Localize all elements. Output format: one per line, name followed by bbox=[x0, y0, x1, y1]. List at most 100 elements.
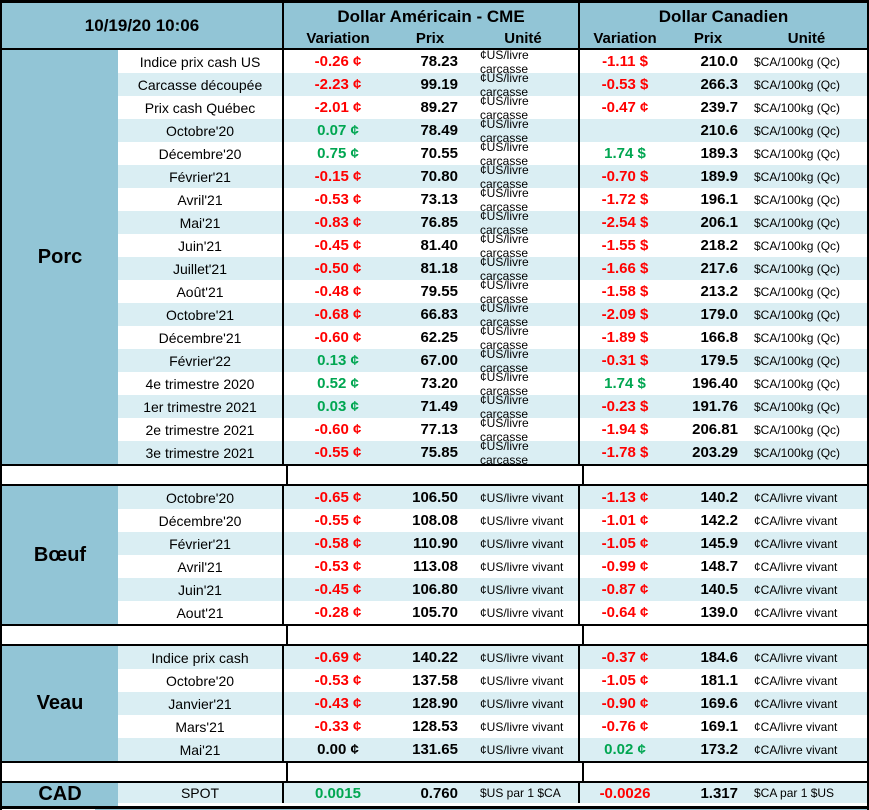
ca-variation-cell: -0.76 ¢ bbox=[578, 715, 670, 738]
us-unit-cell: ¢US/livre carcasse bbox=[480, 438, 529, 467]
section-label-cell: CAD bbox=[2, 783, 118, 806]
us-unit-cell: ¢US/livre carcasse bbox=[480, 116, 529, 145]
us-unit-cell: ¢US/livre carcasse bbox=[480, 70, 529, 99]
row-label-cell: Décembre'20 bbox=[158, 145, 242, 162]
us-variation-cell: -0.45 ¢ bbox=[282, 578, 392, 601]
ca-unit-cell: $CA/100kg (Qc) bbox=[754, 54, 841, 69]
ca-unit-cell: $CA/100kg (Qc) bbox=[754, 376, 841, 391]
table-row: Octobre'20 0.07 ¢ 78.49 ¢US/livre carcas… bbox=[118, 116, 867, 145]
ca-variation-cell: -1.13 ¢ bbox=[578, 486, 670, 509]
section-rows: Indice prix cash US -0.26 ¢ 78.23 ¢US/li… bbox=[118, 47, 867, 467]
us-dollar-header-group: Dollar Américain - CME Variation Prix Un… bbox=[282, 3, 578, 48]
ca-variation-cell bbox=[578, 119, 670, 142]
us-unit-cell: ¢US/livre carcasse bbox=[480, 47, 529, 76]
ca-unit-cell: $CA/100kg (Qc) bbox=[754, 307, 841, 322]
table-row: Octobre'21 -0.68 ¢ 66.83 ¢US/livre carca… bbox=[118, 301, 867, 329]
spacer-row bbox=[2, 763, 867, 781]
section-label: Veau bbox=[36, 692, 84, 714]
section-porc: Porc Indice prix cash US -0.26 ¢ 78.23 ¢… bbox=[2, 47, 867, 467]
table-row: Avril'21 -0.53 ¢ 73.13 ¢US/livre carcass… bbox=[118, 185, 867, 214]
ca-price-cell: 218.2 bbox=[700, 237, 738, 254]
table-row: SPOT 0.0015 0.760 $US par 1 $CA -0.0026 … bbox=[118, 783, 867, 803]
us-price-cell: 110.90 bbox=[412, 535, 458, 552]
ca-price-cell: 210.6 bbox=[700, 122, 738, 139]
us-unit-cell: ¢US/livre carcasse bbox=[480, 277, 529, 306]
timestamp: 10/19/20 10:06 bbox=[84, 15, 200, 35]
row-label-cell: Octobre'20 bbox=[165, 672, 235, 689]
row-label-cell: Aout'21 bbox=[176, 604, 224, 621]
ca-price-cell: 169.1 bbox=[700, 718, 738, 735]
ca-unit-cell: $CA/100kg (Qc) bbox=[754, 215, 841, 230]
row-label-cell: 3e trimestre 2021 bbox=[145, 444, 255, 461]
us-price-cell: 89.27 bbox=[420, 99, 458, 116]
us-unit-cell: ¢US/livre vivant bbox=[480, 719, 564, 734]
section-rows: Octobre'20 -0.65 ¢ 106.50 ¢US/livre viva… bbox=[118, 486, 867, 624]
table-row: Décembre'20 0.75 ¢ 70.55 ¢US/livre carca… bbox=[118, 140, 867, 168]
ca-unit-cell: $CA/100kg (Qc) bbox=[754, 284, 841, 299]
row-label-cell: SPOT bbox=[180, 785, 220, 801]
row-label-cell: Octobre'21 bbox=[165, 306, 235, 323]
ca-price-cell: 217.6 bbox=[700, 260, 738, 277]
spacer-row bbox=[2, 466, 867, 484]
us-price-cell: 99.19 bbox=[420, 76, 458, 93]
row-label-cell: Prix cash Québec bbox=[144, 99, 256, 116]
row-label-cell: Février'21 bbox=[169, 168, 231, 185]
ca-price-cell: 139.0 bbox=[700, 604, 738, 621]
ca-unit-cell: ¢CA/livre vivant bbox=[754, 582, 838, 597]
ca-price-cell: 266.3 bbox=[700, 76, 738, 93]
ca-unit-cell: $CA/100kg (Qc) bbox=[754, 77, 841, 92]
table-row: Juin'21 -0.45 ¢ 81.40 ¢US/livre carcasse… bbox=[118, 231, 867, 260]
us-unit-cell: ¢US/livre carcasse bbox=[480, 185, 529, 214]
us-variation-cell: -2.23 ¢ bbox=[282, 73, 392, 96]
us-price-cell: 81.40 bbox=[420, 237, 458, 254]
us-column-header-variation: Variation bbox=[306, 29, 370, 47]
ca-unit-cell: $CA par 1 $US bbox=[754, 786, 835, 800]
ca-variation-cell: -0.99 ¢ bbox=[578, 555, 670, 578]
us-unit-cell: ¢US/livre vivant bbox=[480, 536, 564, 551]
ca-unit-cell: ¢CA/livre vivant bbox=[754, 513, 838, 528]
ca-unit-cell: $CA/100kg (Qc) bbox=[754, 123, 841, 138]
us-price-cell: 77.13 bbox=[420, 421, 458, 438]
table-row: Décembre'21 -0.60 ¢ 62.25 ¢US/livre carc… bbox=[118, 324, 867, 352]
us-variation-cell: 0.00 ¢ bbox=[282, 738, 392, 761]
ca-unit-cell: $CA/100kg (Qc) bbox=[754, 146, 841, 161]
ca-variation-cell: 1.74 $ bbox=[578, 142, 670, 165]
us-unit-cell: ¢US/livre carcasse bbox=[480, 231, 529, 260]
section-label: CAD bbox=[38, 783, 82, 805]
ca-unit-cell: $CA/100kg (Qc) bbox=[754, 445, 841, 460]
us-price-cell: 78.23 bbox=[420, 53, 458, 70]
ca-variation-cell: -0.64 ¢ bbox=[578, 601, 670, 624]
us-price-cell: 70.80 bbox=[420, 168, 458, 185]
row-label-cell: Février'22 bbox=[169, 352, 231, 369]
ca-unit-cell: $CA/100kg (Qc) bbox=[754, 353, 841, 368]
us-variation-cell: -0.60 ¢ bbox=[282, 326, 392, 349]
us-unit-cell: ¢US/livre carcasse bbox=[480, 162, 529, 191]
us-unit-cell: ¢US/livre carcasse bbox=[480, 369, 529, 398]
ca-price-cell: 166.8 bbox=[700, 329, 738, 346]
ca-price-cell: 148.7 bbox=[700, 558, 738, 575]
us-price-cell: 73.20 bbox=[420, 375, 458, 392]
table-row: Octobre'20 -0.53 ¢ 137.58 ¢US/livre viva… bbox=[118, 669, 867, 692]
row-label-cell: Octobre'20 bbox=[165, 122, 235, 139]
table-row: Février'22 0.13 ¢ 67.00 ¢US/livre carcas… bbox=[118, 346, 867, 375]
us-variation-cell: -0.68 ¢ bbox=[282, 303, 392, 326]
us-variation-cell: -0.48 ¢ bbox=[282, 280, 392, 303]
table-row: Aout'21 -0.28 ¢ 105.70 ¢US/livre vivant … bbox=[118, 601, 867, 624]
us-column-headers: Variation Prix Unité bbox=[284, 28, 578, 48]
ca-variation-cell: -1.11 $ bbox=[578, 50, 670, 73]
us-unit-cell: ¢US/livre vivant bbox=[480, 513, 564, 528]
ca-price-cell: 181.1 bbox=[700, 672, 738, 689]
row-label-cell: Avril'21 bbox=[177, 191, 223, 208]
table-row: Janvier'21 -0.43 ¢ 128.90 ¢US/livre viva… bbox=[118, 692, 867, 715]
us-price-cell: 73.13 bbox=[420, 191, 458, 208]
us-variation-cell: -0.55 ¢ bbox=[282, 441, 392, 464]
us-price-cell: 131.65 bbox=[412, 741, 458, 758]
us-unit-cell: ¢US/livre vivant bbox=[480, 559, 564, 574]
ca-column-headers: Variation Prix Unité bbox=[580, 28, 867, 48]
us-price-cell: 128.53 bbox=[412, 718, 458, 735]
us-variation-cell: 0.13 ¢ bbox=[282, 349, 392, 372]
us-price-cell: 70.55 bbox=[420, 145, 458, 162]
ca-unit-cell: ¢CA/livre vivant bbox=[754, 490, 838, 505]
ca-variation-cell: -1.05 ¢ bbox=[578, 532, 670, 555]
us-unit-cell: ¢US/livre carcasse bbox=[480, 346, 529, 375]
